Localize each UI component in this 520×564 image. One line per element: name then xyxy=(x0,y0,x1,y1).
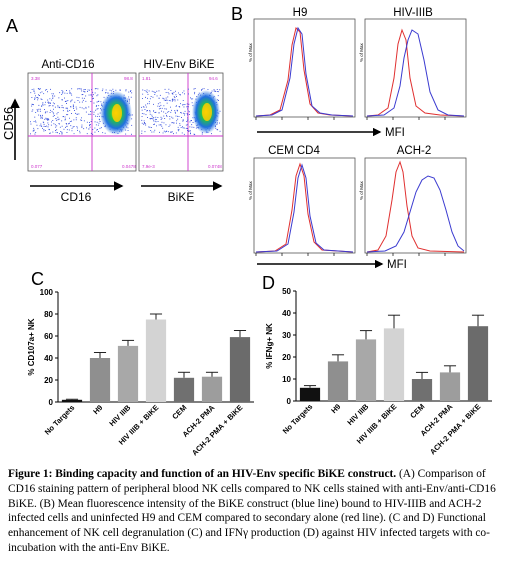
histogram-ach-2: ACH-2 % of Max xyxy=(359,145,467,254)
y-tick-label: 100 xyxy=(40,288,54,297)
bar xyxy=(355,339,377,401)
y-tick-label: 0 xyxy=(49,398,54,407)
y-axis-label: % CD107a+ NK xyxy=(27,318,36,375)
caption-title: Figure 1: Binding capacity and function … xyxy=(8,468,397,480)
panel-label-b: B xyxy=(231,4,243,24)
histogram-title: HIV-IIIB xyxy=(393,7,433,19)
bar xyxy=(89,358,111,402)
x-tick-label: ACH-2 PMA + BiKE xyxy=(428,402,482,456)
caption-body: (A) Comparison of CD16 staining pattern … xyxy=(8,468,496,554)
flow-plot-anti-cd16: 3.38 98.8 0.077 0.0478 xyxy=(27,72,137,172)
cd16-axis-label: CD16 xyxy=(61,190,92,204)
y-tick-label: 10 xyxy=(282,375,291,384)
bar xyxy=(145,319,167,402)
y-tick-label: 30 xyxy=(282,331,291,340)
histogram-h9: H9 % of Max xyxy=(248,7,356,118)
x-tick-label: ACH-2 PMA + BiKE xyxy=(190,403,244,457)
mfi-axis-row-1 xyxy=(255,117,446,120)
x-tick-label: CEM xyxy=(408,402,426,420)
y-tick-label: 0 xyxy=(287,397,292,406)
bar xyxy=(117,345,139,402)
x-tick-label: HIV IIIB xyxy=(345,402,370,427)
histogram-hiv-iiib: HIV-IIIB % of Max xyxy=(359,7,467,118)
x-tick-label: No Targets xyxy=(281,402,315,436)
svg-text:94.6: 94.6 xyxy=(209,76,218,81)
svg-text:7.9e-3: 7.9e-3 xyxy=(142,164,155,169)
cd56-axis-label: CD56 xyxy=(1,107,16,140)
bar xyxy=(383,328,405,401)
bar xyxy=(299,387,321,401)
histogram-title: ACH-2 xyxy=(397,145,432,157)
bar xyxy=(173,377,195,402)
svg-text:0.077: 0.077 xyxy=(31,164,43,169)
bike-axis-label: BiKE xyxy=(168,190,195,204)
bar-chart-ifng: 0 10 20 30 40 50 % IFNg+ NK No Targets H9 HIV III… xyxy=(265,287,492,456)
svg-text:98.8: 98.8 xyxy=(124,76,133,81)
svg-text:% of Max: % of Max xyxy=(248,42,253,62)
y-axis-label: % IFNg+ NK xyxy=(265,323,274,369)
y-tick-label: 20 xyxy=(44,376,53,385)
panel-label-d: D xyxy=(262,273,275,293)
y-tick-label: 60 xyxy=(44,332,53,341)
y-tick-label: 40 xyxy=(282,309,291,318)
mfi-axis-row-2 xyxy=(255,253,446,256)
histogram-title: CEM CD4 xyxy=(268,145,320,157)
histogram-cem-cd4: CEM CD4 % of Max xyxy=(248,145,356,254)
y-tick-label: 50 xyxy=(282,287,291,296)
svg-text:% of Max: % of Max xyxy=(359,180,364,200)
bar xyxy=(201,376,223,402)
mfi-label-row-2: MFI xyxy=(387,259,407,271)
panel-label-a: A xyxy=(6,16,18,36)
svg-text:0.0748: 0.0748 xyxy=(208,164,222,169)
histogram-title: H9 xyxy=(293,7,308,19)
x-tick-label: No Targets xyxy=(43,403,77,437)
x-tick-label: CEM xyxy=(170,403,188,421)
y-tick-label: 40 xyxy=(44,354,53,363)
svg-text:3.38: 3.38 xyxy=(31,76,40,81)
flow-plot-hiv-env-bike: 1.81 94.6 7.9e-3 0.0748 xyxy=(138,72,224,172)
figure-caption: Figure 1: Binding capacity and function … xyxy=(8,467,514,556)
bar xyxy=(439,372,461,401)
svg-text:1.81: 1.81 xyxy=(142,76,151,81)
x-tick-label: HIV IIIB xyxy=(107,403,132,428)
bar xyxy=(229,337,251,402)
bar-chart-cd107a: 0 20 40 60 80 100 % CD107a+ NK No Targets H9 HIV … xyxy=(27,288,254,457)
mfi-label-row-1: MFI xyxy=(385,127,405,139)
x-tick-label: H9 xyxy=(329,402,342,415)
panel-label-c: C xyxy=(31,269,44,289)
y-tick-label: 20 xyxy=(282,353,291,362)
bar xyxy=(61,399,83,402)
y-tick-label: 80 xyxy=(44,310,53,319)
bar xyxy=(467,326,489,401)
bar xyxy=(327,361,349,401)
svg-text:% of Max: % of Max xyxy=(359,42,364,62)
svg-text:0.0478: 0.0478 xyxy=(122,164,136,169)
plot-title-anti-cd16: Anti-CD16 xyxy=(41,59,94,71)
bar xyxy=(411,379,433,401)
x-tick-label: H9 xyxy=(91,403,104,416)
plot-title-hiv-env-bike: HIV-Env BiKE xyxy=(144,59,215,71)
svg-text:% of Max: % of Max xyxy=(248,180,253,200)
